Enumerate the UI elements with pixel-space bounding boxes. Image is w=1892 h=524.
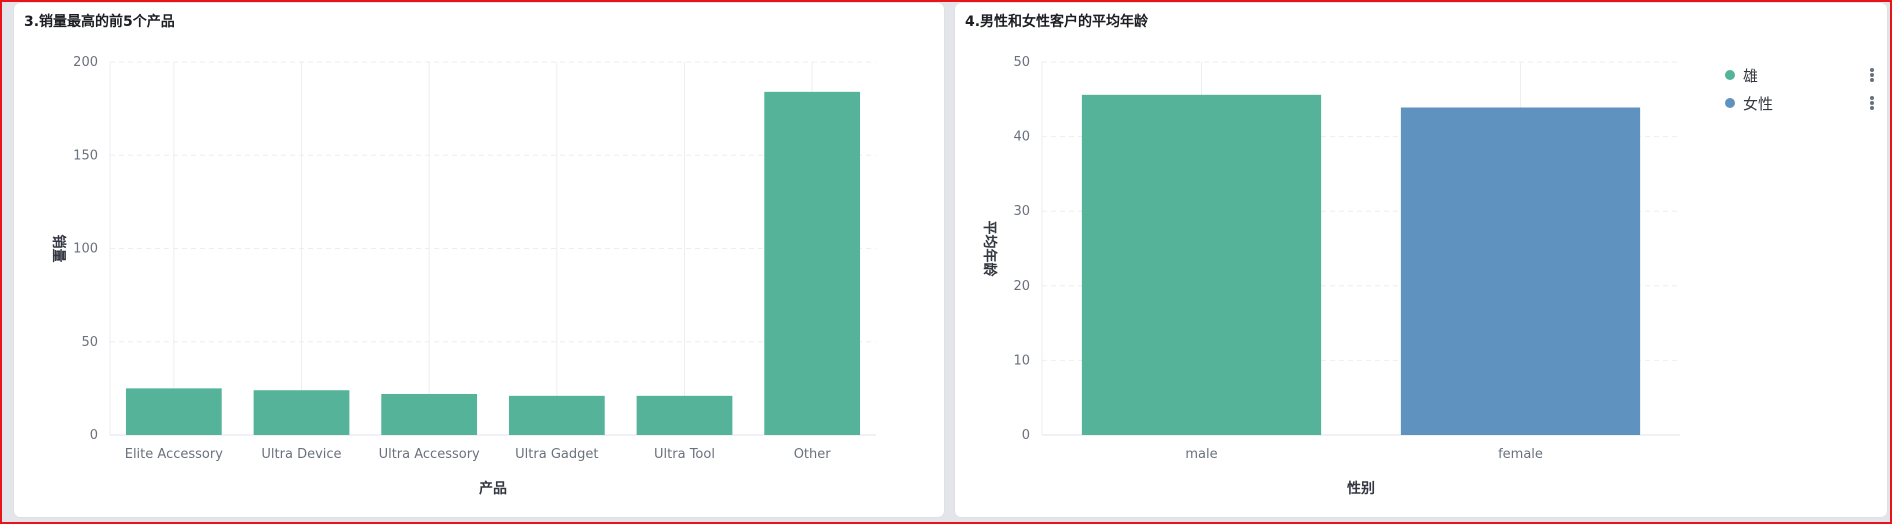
- x-tick-label: Elite Accessory: [125, 447, 223, 462]
- chart-panel-top-products: 3.销量最高的前5个产品 0 50 100 150 200 Elite Accessory…: [14, 3, 944, 517]
- y-tick-label: 20: [1013, 279, 1030, 294]
- legend-item-male[interactable]: 雄: [1725, 61, 1875, 89]
- bar-other[interactable]: [764, 91, 861, 435]
- more-options-icon[interactable]: [1869, 68, 1875, 82]
- y-tick-label: 200: [73, 55, 98, 70]
- x-tick-label: male: [1185, 447, 1217, 462]
- more-options-icon[interactable]: [1869, 96, 1875, 110]
- y-tick-label: 100: [73, 242, 98, 257]
- y-tick-label: 10: [1013, 353, 1030, 368]
- y-tick-label: 0: [1022, 428, 1030, 443]
- y-axis-title: 平均年龄: [981, 221, 998, 278]
- chart-legend: 雄 女性: [1725, 61, 1875, 117]
- y-axis-title: 销量: [50, 235, 67, 263]
- x-axis-title: 性别: [1347, 480, 1375, 497]
- legend-label: 女性: [1743, 94, 1774, 113]
- x-tick-label: Other: [794, 447, 832, 462]
- bar-female[interactable]: [1400, 107, 1641, 436]
- chart-panel-average-age: 4.男性和女性客户的平均年龄 0 10 20 30 40 50 male female 性别 平均…: [955, 3, 1887, 517]
- legend-swatch-female: [1725, 98, 1735, 108]
- x-tick-label: female: [1498, 447, 1543, 462]
- y-tick-label: 50: [1013, 55, 1030, 70]
- y-tick-label: 50: [81, 335, 98, 350]
- legend-label: 雄: [1743, 66, 1759, 85]
- bar-ultra-gadget[interactable]: [508, 395, 605, 435]
- x-axis-title: 产品: [479, 480, 507, 497]
- bar-ultra-tool[interactable]: [636, 395, 733, 435]
- bar-chart-sales: 0 50 100 150 200 Elite Accessory Ultra Device U…: [50, 55, 876, 497]
- panel-title: 3.销量最高的前5个产品: [24, 14, 175, 30]
- bar-elite-accessory[interactable]: [125, 388, 222, 435]
- legend-swatch-male: [1725, 70, 1735, 80]
- y-tick-label: 0: [90, 428, 98, 443]
- x-tick-label: Ultra Device: [261, 447, 341, 462]
- y-tick-label: 40: [1013, 130, 1030, 145]
- x-tick-label: Ultra Tool: [654, 447, 715, 462]
- legend-item-female[interactable]: 女性: [1725, 89, 1875, 117]
- x-tick-label: Ultra Gadget: [515, 447, 598, 462]
- bar-ultra-accessory[interactable]: [381, 393, 478, 435]
- bar-male[interactable]: [1081, 94, 1322, 435]
- panel-title: 4.男性和女性客户的平均年龄: [965, 14, 1149, 30]
- y-tick-label: 150: [73, 148, 98, 163]
- x-tick-label: Ultra Accessory: [379, 447, 480, 462]
- bar-ultra-device[interactable]: [253, 390, 350, 435]
- bar-chart-average-age: 0 10 20 30 40 50 male female 性别 平均年龄: [981, 55, 1680, 497]
- y-tick-label: 30: [1013, 204, 1030, 219]
